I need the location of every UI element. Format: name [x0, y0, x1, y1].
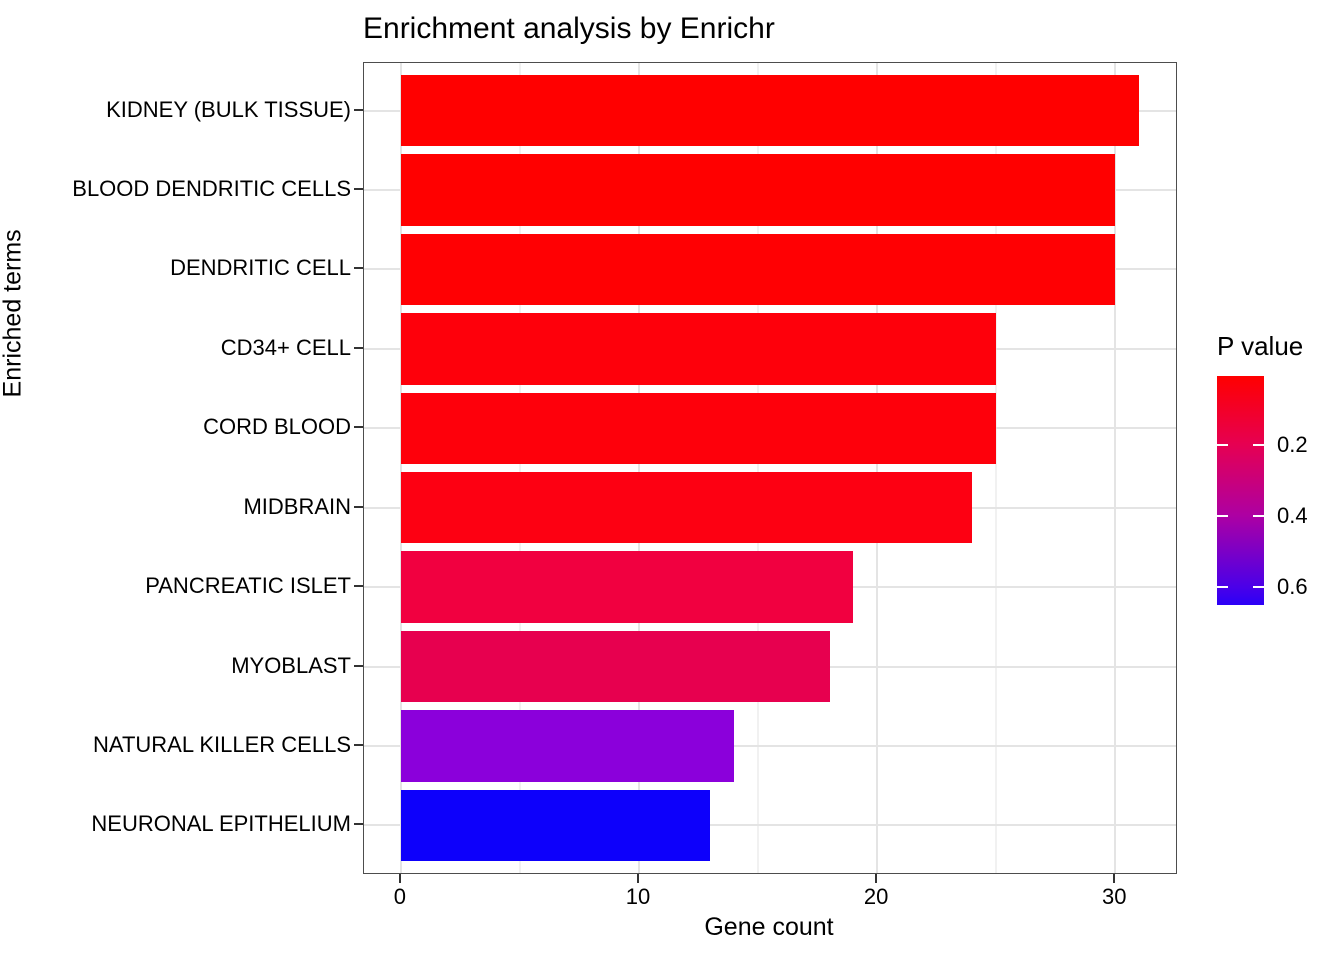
bar-pancreatic-islet — [400, 551, 854, 623]
plot-panel — [363, 62, 1177, 874]
bar-cd34-cell — [400, 313, 997, 385]
x-tick-mark — [637, 874, 640, 883]
gridline-x-minor — [995, 63, 998, 873]
legend-tick-mark — [1253, 585, 1264, 588]
bar-cord-blood — [400, 392, 997, 465]
y-tick-mark — [354, 426, 363, 429]
bar-dendritic-cell — [400, 233, 1116, 306]
bar-kidney-bulk-tissue — [400, 74, 1140, 147]
x-tick-mark — [398, 874, 401, 883]
y-tick-label: BLOOD DENDRITIC CELLS — [72, 176, 351, 202]
legend-tick-mark — [1217, 514, 1228, 517]
y-tick-mark — [354, 585, 363, 588]
legend-tick-mark — [1217, 585, 1228, 588]
y-tick-mark — [354, 505, 363, 508]
gridline-x-minor — [757, 63, 760, 873]
y-tick-mark — [354, 188, 363, 191]
x-tick-label: 0 — [393, 884, 407, 909]
x-axis-title: Gene count — [704, 913, 834, 941]
y-tick-label: CD34+ CELL — [220, 334, 351, 360]
x-tick-label: 10 — [625, 884, 651, 909]
y-tick-label: DENDRITIC CELL — [170, 255, 351, 281]
bar-midbrain — [400, 471, 973, 544]
x-tick-mark — [1113, 874, 1116, 883]
y-tick-mark — [354, 823, 363, 826]
y-tick-mark — [354, 346, 363, 349]
legend-tick-label: 0.2 — [1277, 431, 1308, 457]
legend-title: P value — [1217, 331, 1304, 361]
gridline-y-major — [364, 744, 1176, 747]
x-tick-label: 30 — [1102, 884, 1127, 909]
x-tick-mark — [875, 874, 878, 883]
y-tick-label: PANCREATIC ISLET — [145, 573, 351, 599]
y-tick-label: NATURAL KILLER CELLS — [93, 731, 351, 757]
chart-title: Enrichment analysis by Enrichr — [363, 12, 775, 45]
legend-tick-mark — [1253, 443, 1264, 446]
y-tick-mark — [354, 108, 363, 111]
legend-tick-mark — [1217, 443, 1228, 446]
legend-colorbar — [1217, 376, 1264, 605]
y-tick-label: KIDNEY (BULK TISSUE) — [106, 96, 351, 122]
gridline-x-major — [399, 63, 402, 873]
bar-natural-killer-cells — [400, 710, 735, 782]
x-tick-label: 20 — [863, 884, 889, 909]
legend-tick-label: 0.6 — [1277, 573, 1308, 599]
y-tick-label: MIDBRAIN — [243, 493, 351, 519]
bar-myoblast — [400, 630, 830, 703]
legend-tick-mark — [1253, 514, 1264, 517]
gridline-x-major — [876, 63, 879, 873]
y-tick-label: CORD BLOOD — [203, 414, 351, 440]
legend-tick-label: 0.4 — [1277, 502, 1308, 528]
y-tick-label: MYOBLAST — [231, 652, 351, 678]
y-tick-mark — [354, 743, 363, 746]
y-tick-mark — [354, 267, 363, 270]
gridline-x-minor — [518, 63, 521, 873]
y-tick-mark — [354, 664, 363, 667]
bar-neuronal-epithelium — [400, 789, 711, 862]
gridline-y-major — [364, 824, 1176, 827]
y-tick-label: NEURONAL EPITHELIUM — [91, 811, 351, 837]
bar-blood-dendritic-cells — [400, 154, 1116, 226]
gridline-x-major — [638, 63, 641, 873]
gridline-x-major — [1114, 63, 1117, 873]
y-axis-title: Enriched terms — [0, 229, 27, 398]
